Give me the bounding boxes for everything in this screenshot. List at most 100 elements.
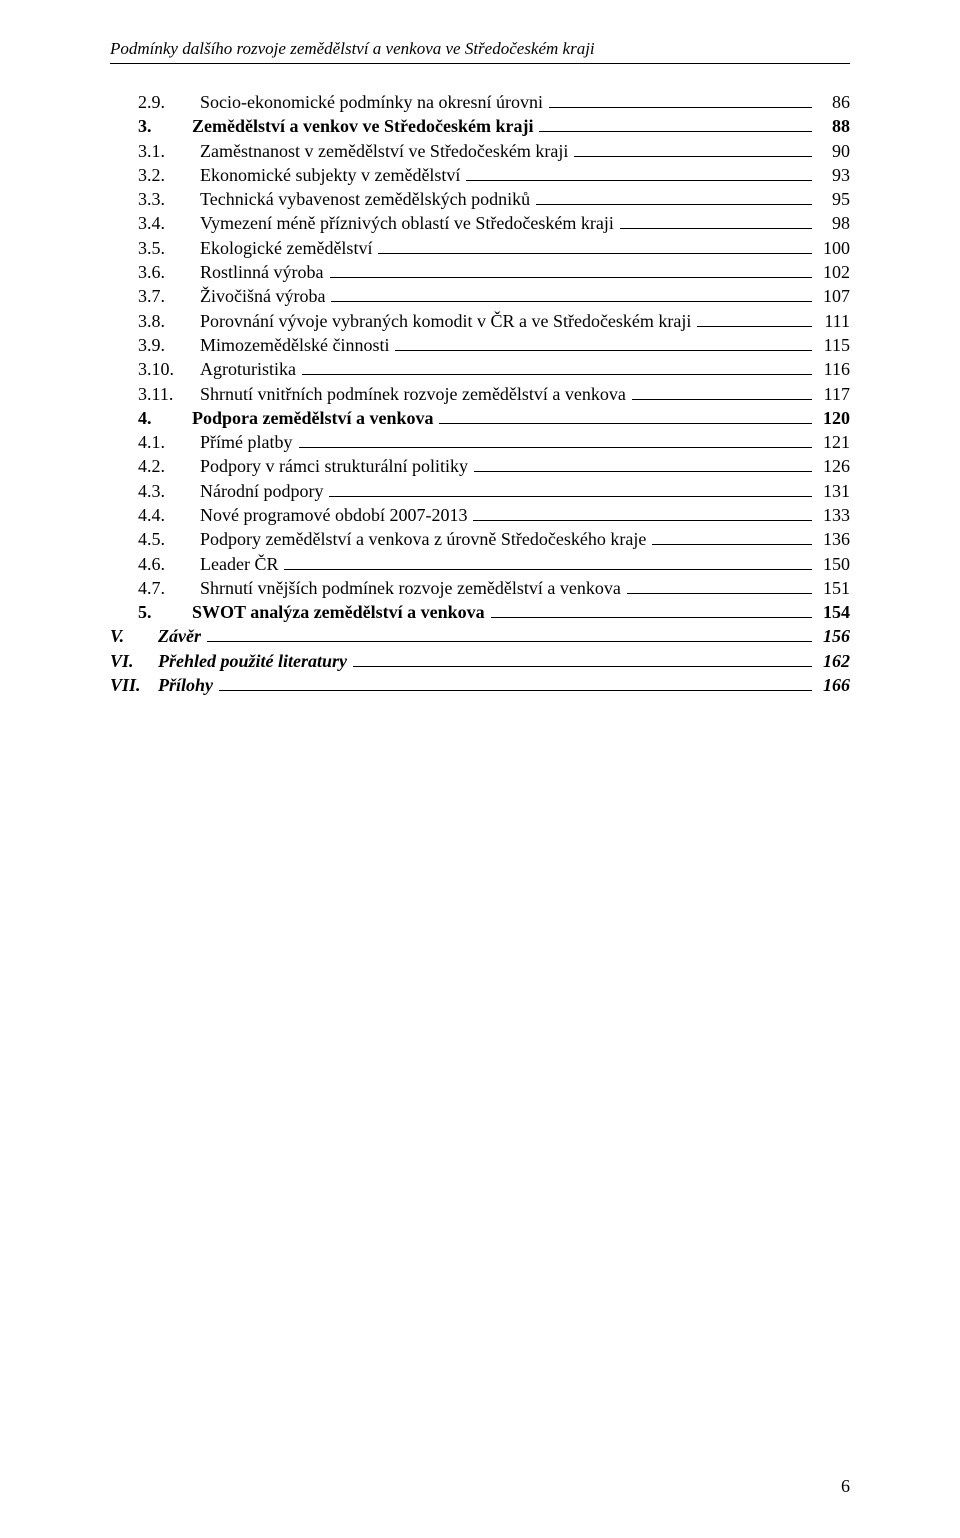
toc-row: 3.1.Zaměstnanost v zemědělství ve Středo… [110,139,850,163]
toc-number: 4. [138,406,192,430]
toc-page: 126 [816,454,850,478]
toc-title: Podpora zemědělství a venkova [192,406,433,430]
toc-row: 3.7.Živočišná výroba 107 [110,284,850,308]
toc-number: 3.11. [138,382,200,406]
toc-row: 3.2.Ekonomické subjekty v zemědělství 93 [110,163,850,187]
toc-title: Přílohy [158,673,213,697]
toc-row: VI.Přehled použité literatury 162 [110,649,850,673]
toc-number: 3.9. [138,333,200,357]
toc-leader [329,484,812,497]
toc-number: 3.5. [138,236,200,260]
toc-row: 3.8.Porovnání vývoje vybraných komodit v… [110,309,850,333]
toc-row: 4.1.Přímé platby 121 [110,430,850,454]
toc-row: 5.SWOT analýza zemědělství a venkova 154 [110,600,850,624]
toc-number: 5. [138,600,192,624]
toc-row: 3.6.Rostlinná výroba102 [110,260,850,284]
toc-row: 2.9.Socio-ekonomické podmínky na okresní… [110,90,850,114]
toc-row: 4.6.Leader ČR150 [110,552,850,576]
toc-leader [302,363,812,376]
toc-title: Národní podpory [200,479,323,503]
toc-leader [697,314,812,327]
toc-number: V. [110,624,158,648]
toc-title: Živočišná výroba [200,284,325,308]
toc-title: Závěr [158,624,201,648]
toc-number: 4.3. [138,479,200,503]
toc-leader [284,557,812,570]
toc-page: 156 [816,624,850,648]
toc-page: 121 [816,430,850,454]
toc-number: 4.5. [138,527,200,551]
toc-page: 100 [816,236,850,260]
toc-leader [466,168,812,181]
toc-title: Rostlinná výroba [200,260,324,284]
toc-title: Přímé platby [200,430,293,454]
toc-number: 3. [138,114,192,138]
toc-page: 151 [816,576,850,600]
toc-title: Technická vybavenost zemědělských podnik… [200,187,530,211]
toc-page: 86 [816,90,850,114]
toc-title: Zaměstnanost v zemědělství ve Středočesk… [200,139,568,163]
toc-number: 3.6. [138,260,200,284]
toc-number: 3.1. [138,139,200,163]
toc-page: 117 [816,382,850,406]
page: Podmínky dalšího rozvoje zemědělství a v… [0,0,960,1538]
toc-leader [439,411,812,424]
toc-number: 2.9. [138,90,200,114]
toc-number: 4.2. [138,454,200,478]
toc-title: Shrnutí vnějších podmínek rozvoje zemědě… [200,576,621,600]
toc-row: 4.4.Nové programové období 2007-2013133 [110,503,850,527]
toc-number: VI. [110,649,158,673]
toc-page: 93 [816,163,850,187]
toc-row: V.Závěr 156 [110,624,850,648]
toc-title: Ekonomické subjekty v zemědělství [200,163,460,187]
toc-page: 150 [816,552,850,576]
toc-row: 4.5.Podpory zemědělství a venkova z úrov… [110,527,850,551]
toc-leader [536,192,812,205]
toc-row: 3.Zemědělství a venkov ve Středočeském k… [110,114,850,138]
toc-leader [491,605,812,618]
toc-title: Podpory v rámci strukturální politiky [200,454,468,478]
toc-number: 4.1. [138,430,200,454]
toc-leader [207,630,812,643]
toc-row: 3.3.Technická vybavenost zemědělských po… [110,187,850,211]
toc-title: Socio-ekonomické podmínky na okresní úro… [200,90,543,114]
toc-title: Podpory zemědělství a venkova z úrovně S… [200,527,646,551]
toc-title: SWOT analýza zemědělství a venkova [192,600,485,624]
toc-number: 3.2. [138,163,200,187]
toc-number: 3.4. [138,211,200,235]
toc-page: 116 [816,357,850,381]
toc-page: 154 [816,600,850,624]
toc-page: 162 [816,649,850,673]
running-head: Podmínky dalšího rozvoje zemědělství a v… [110,38,850,64]
toc-page: 95 [816,187,850,211]
toc-title: Mimozemědělské činnosti [200,333,389,357]
toc-leader [539,120,812,133]
toc-leader [473,508,812,521]
toc-leader [353,654,812,667]
toc-number: 3.3. [138,187,200,211]
toc-leader [474,460,812,473]
toc-title: Přehled použité literatury [158,649,347,673]
toc-title: Porovnání vývoje vybraných komodit v ČR … [200,309,691,333]
toc-number: 3.8. [138,309,200,333]
toc-number: 3.10. [138,357,200,381]
toc-title: Ekologické zemědělství [200,236,372,260]
toc-row: 4.7.Shrnutí vnějších podmínek rozvoje ze… [110,576,850,600]
toc-page: 120 [816,406,850,430]
toc-page: 90 [816,139,850,163]
toc-page: 107 [816,284,850,308]
toc-row: VII.Přílohy166 [110,673,850,697]
toc-leader [632,387,812,400]
toc-page: 88 [816,114,850,138]
toc-row: 3.9.Mimozemědělské činnosti115 [110,333,850,357]
toc-row: 3.5.Ekologické zemědělství 100 [110,236,850,260]
toc-number: 3.7. [138,284,200,308]
toc-number: 4.7. [138,576,200,600]
table-of-contents: 2.9.Socio-ekonomické podmínky na okresní… [110,90,850,697]
toc-page: 166 [816,673,850,697]
toc-row: 4.3.Národní podpory131 [110,479,850,503]
toc-leader [627,581,812,594]
toc-leader [330,265,813,278]
toc-leader [219,678,812,691]
toc-title: Zemědělství a venkov ve Středočeském kra… [192,114,533,138]
